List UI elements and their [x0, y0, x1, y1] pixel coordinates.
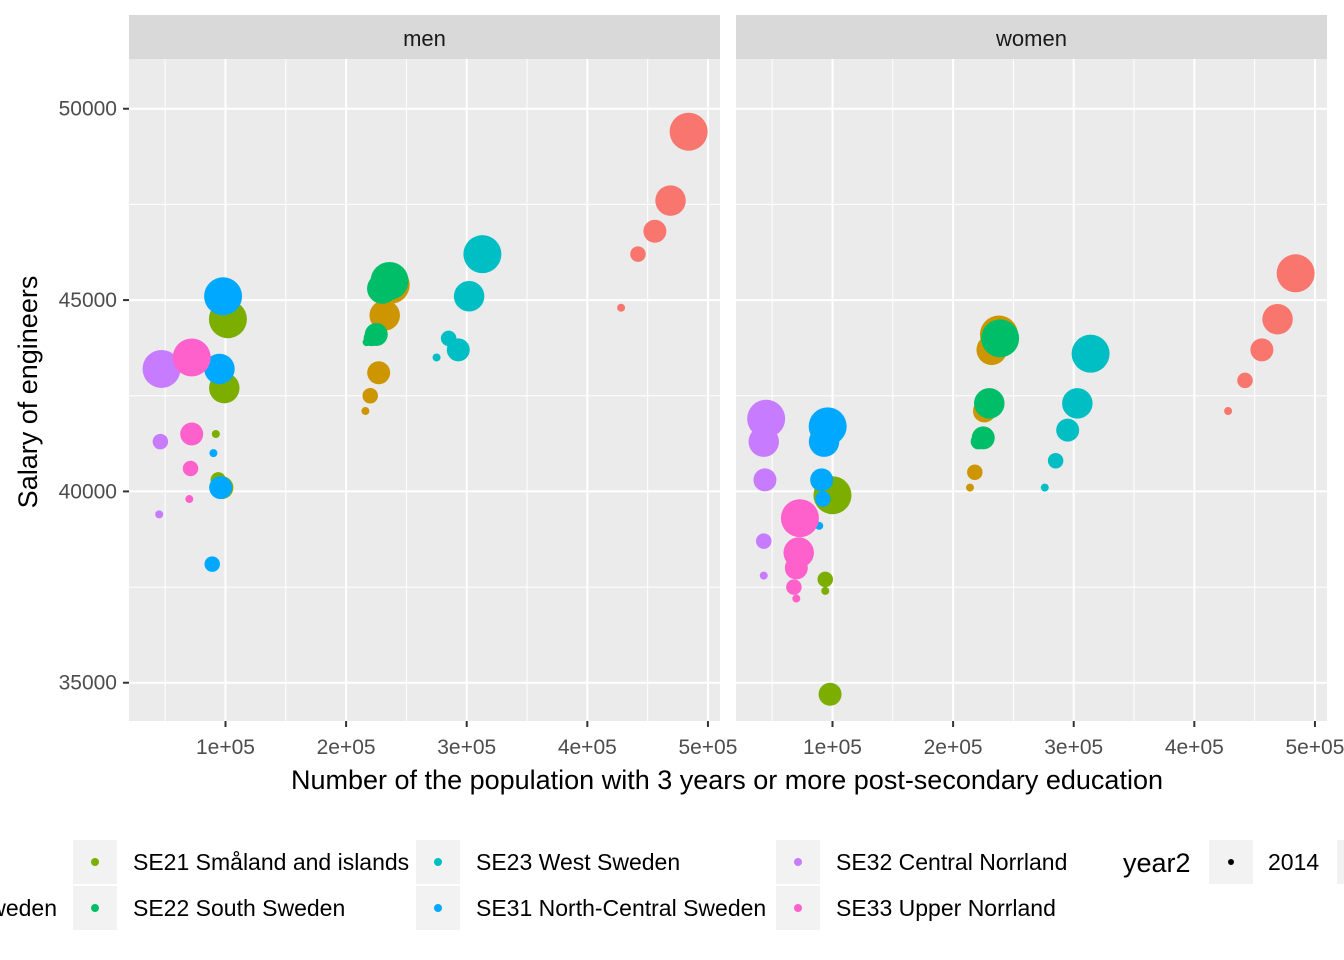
y-axis-title: Salary of engineers: [13, 276, 43, 509]
data-point: [155, 510, 163, 518]
data-point: [1056, 419, 1079, 442]
x-tick-label: 1e+05: [803, 736, 862, 759]
data-point: [1062, 388, 1093, 419]
data-point: [753, 468, 776, 491]
x-tick-label: 4e+05: [558, 736, 617, 759]
data-point: [966, 484, 974, 492]
facet-label-men: men: [403, 26, 446, 51]
facet-label-women: women: [995, 26, 1067, 51]
x-axis-title: Number of the population with 3 years or…: [291, 765, 1163, 795]
data-point: [809, 407, 847, 445]
data-point: [972, 426, 995, 449]
data-point: [365, 323, 388, 346]
data-point: [212, 430, 220, 438]
data-point: [173, 338, 211, 376]
data-point: [1250, 338, 1273, 361]
x-tick-label: 2e+05: [924, 736, 983, 759]
size-legend-key-cut: [1337, 840, 1344, 884]
data-point: [967, 465, 983, 481]
x-tick-label: 3e+05: [1044, 736, 1103, 759]
data-point: [786, 579, 802, 595]
legend-label: SE23 West Sweden: [476, 849, 680, 875]
x-tick-label: 1e+05: [196, 736, 255, 759]
legend-label: SE31 North-Central Sweden: [476, 895, 766, 921]
data-point: [1072, 335, 1110, 373]
legend-key-dot: [794, 858, 802, 866]
data-point: [362, 388, 378, 404]
legend-label: SE21 Småland and islands: [133, 849, 409, 875]
legend-key-dot: [434, 904, 442, 912]
size-legend-label: 2014: [1268, 849, 1319, 875]
data-point: [760, 572, 768, 580]
data-point: [209, 476, 232, 499]
data-point: [1041, 484, 1049, 492]
legend-label: SE33 Upper Norrland: [836, 895, 1056, 921]
data-point: [433, 353, 441, 361]
size-legend-title: year2: [1123, 848, 1191, 878]
panels-layer: men women: [129, 15, 1327, 721]
data-point: [819, 683, 842, 706]
x-tick-label: 3e+05: [437, 736, 496, 759]
panel-background-women: [736, 59, 1327, 721]
data-point: [185, 495, 193, 503]
y-tick-label: 50000: [59, 98, 117, 121]
data-point: [447, 338, 470, 361]
y-tick-label: 40000: [59, 480, 117, 503]
data-point: [643, 220, 666, 243]
data-point: [792, 595, 800, 603]
legend-key-dot: [434, 858, 442, 866]
data-point: [454, 281, 485, 312]
data-point: [367, 361, 390, 384]
data-point: [183, 461, 199, 477]
data-point: [781, 499, 819, 537]
data-point: [1237, 373, 1253, 389]
data-point: [371, 262, 409, 300]
y-tick-label: 35000: [59, 672, 117, 695]
faceted-scatter-chart: men women 1e+05 2e+05 3e+05 4e+05 5e+05 1e+05 2…: [0, 0, 1344, 960]
data-point: [981, 319, 1019, 357]
data-point: [617, 304, 625, 312]
legend-label: weden: [0, 895, 57, 921]
data-point: [180, 423, 203, 446]
data-point: [756, 533, 772, 549]
legend: weden SE21 Småland and islands SE22 South …: [0, 840, 1344, 930]
data-point: [204, 556, 220, 572]
data-point: [747, 400, 785, 438]
legend-key-dot: [794, 904, 802, 912]
data-point: [1048, 453, 1064, 469]
data-point: [974, 388, 1005, 419]
data-point: [821, 587, 829, 595]
x-tick-label: 2e+05: [317, 736, 376, 759]
data-point: [153, 434, 169, 450]
data-point: [204, 277, 242, 315]
x-tick-label: 4e+05: [1165, 736, 1224, 759]
y-tick-label: 45000: [59, 289, 117, 312]
data-point: [1224, 407, 1232, 415]
data-point: [630, 246, 646, 262]
legend-label: SE32 Central Norrland: [836, 849, 1067, 875]
legend-key-dot: [91, 858, 99, 866]
data-point: [209, 449, 217, 457]
data-point: [1262, 304, 1293, 335]
data-point: [783, 537, 814, 568]
data-point: [463, 235, 501, 273]
legend-key-dot: [91, 904, 99, 912]
data-point: [818, 572, 834, 588]
data-point: [655, 185, 686, 216]
size-legend-dot: [1228, 859, 1234, 865]
data-point: [670, 113, 708, 151]
legend-label: SE22 South Sweden: [133, 895, 345, 921]
data-point: [810, 468, 833, 491]
data-point: [361, 407, 369, 415]
x-tick-label: 5e+05: [678, 736, 737, 759]
data-point: [1277, 254, 1315, 292]
x-tick-label: 5e+05: [1285, 736, 1344, 759]
data-point: [815, 491, 831, 507]
